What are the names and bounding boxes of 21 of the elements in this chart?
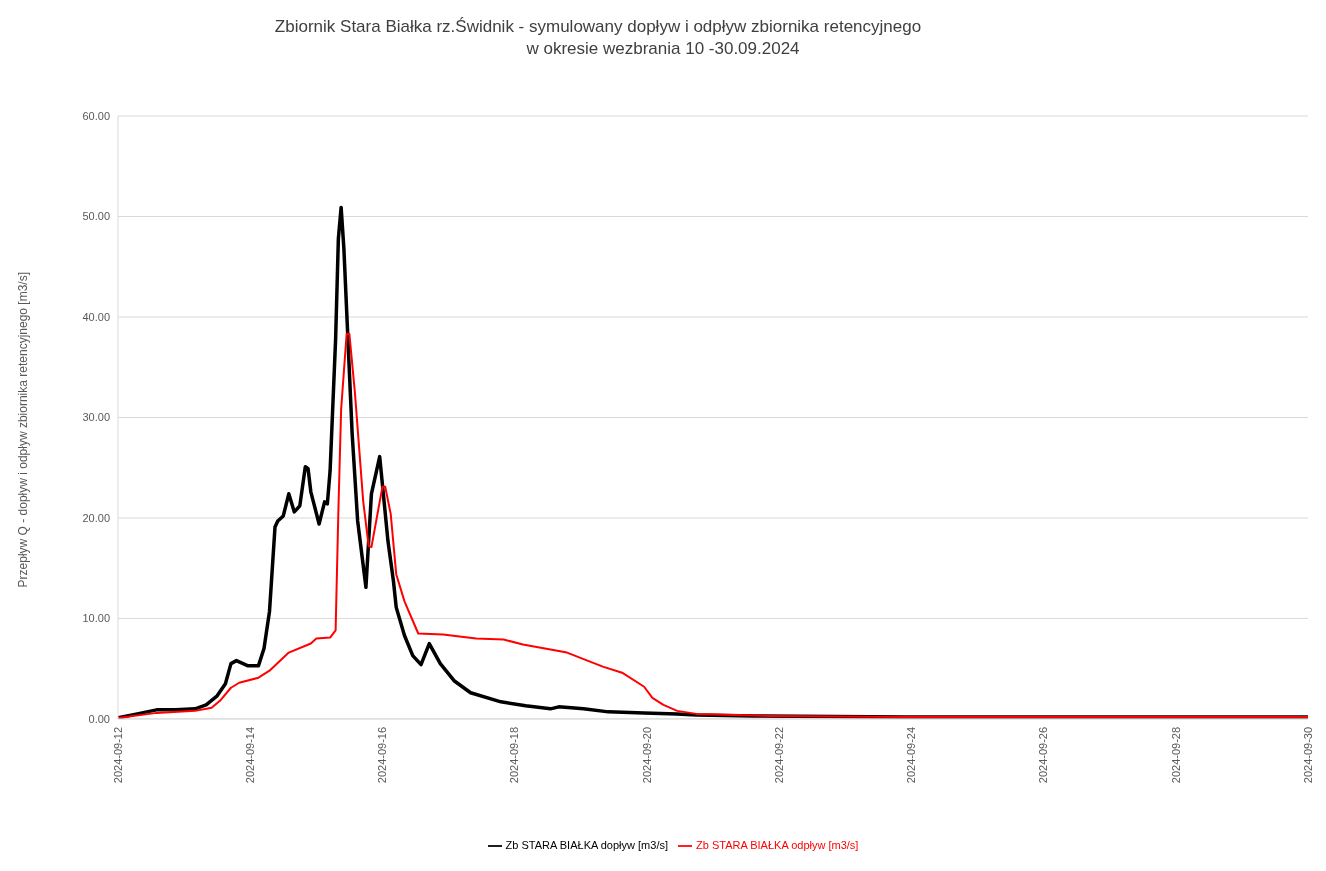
y-tick-label: 40.00 [82,310,110,323]
x-tick-label: 2024-09-28 [1169,726,1182,784]
x-tick-label: 2024-09-12 [111,726,124,784]
y-tick-label: 50.00 [82,210,110,223]
x-tick-label: 2024-09-26 [1037,726,1050,784]
x-tick-label: 2024-09-14 [244,726,257,784]
y-tick-label: 60.00 [82,109,110,122]
x-tick-label: 2024-09-16 [376,726,389,784]
legend-label: Zb STARA BIAŁKA dopływ [m3/s] [505,838,668,851]
legend-label: Zb STARA BIAŁKA odpływ [m3/s] [696,838,859,851]
x-tick-label: 2024-09-20 [640,726,653,784]
x-tick-label: 2024-09-18 [508,726,521,784]
y-axis-title: Przepływ Q - dopływ i odpływ zbiornika retencyjnego [m3/s] [16,271,31,588]
x-tick-label: 2024-09-22 [772,726,785,784]
chart-title: Zbiornik Stara Białka rz.Świdnik - symulowany dopływ i odpływ zbiornika retencyjnego w okresie wezbrania 10 -30.09.2024 [273,16,923,60]
x-tick-label: 2024-09-24 [905,726,918,784]
y-tick-label: 30.00 [82,411,110,424]
y-tick-label: 10.00 [82,612,110,625]
y-tick-label: 0.00 [88,712,110,725]
y-tick-label: 20.00 [82,511,110,524]
x-tick-label: 2024-09-30 [1301,726,1314,784]
